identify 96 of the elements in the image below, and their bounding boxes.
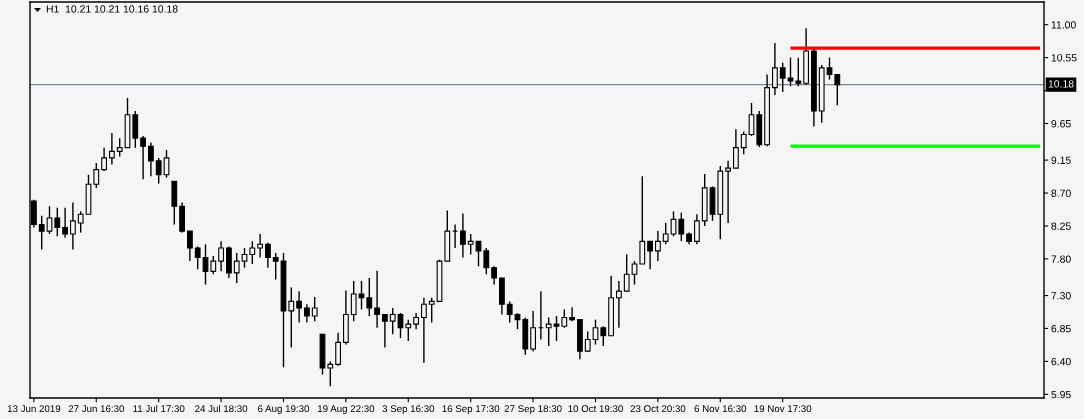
candlestick — [218, 240, 224, 273]
candlestick — [116, 137, 123, 158]
candlestick — [772, 42, 778, 96]
candlestick — [132, 110, 139, 149]
x-tick-label: 19 Nov 17:30 — [754, 405, 812, 413]
x-tick-label: 6 Nov 16:30 — [694, 405, 747, 413]
candlestick — [506, 300, 513, 324]
candlestick — [155, 157, 162, 185]
candlestick — [475, 240, 482, 267]
candlestick — [311, 296, 318, 322]
candlestick — [54, 206, 61, 237]
candlestick — [405, 318, 412, 342]
candlestick — [374, 269, 380, 329]
candlestick — [460, 212, 466, 259]
candlestick — [382, 313, 388, 349]
candlestick — [631, 260, 638, 286]
x-tick-label: 16 Sep 17:30 — [442, 405, 500, 415]
candlestick — [787, 56, 794, 87]
x-tick-label: 10 Oct 19:30 — [568, 405, 623, 413]
candlestick — [662, 222, 669, 245]
y-tick-label: 7.30 — [1051, 292, 1071, 300]
candlestick — [795, 56, 802, 87]
candlestick — [826, 56, 833, 81]
y-tick-label: 11.00 — [1051, 21, 1076, 29]
y-tick-label: 10.55 — [1051, 54, 1077, 62]
candlestick — [389, 307, 396, 336]
candlestick — [421, 297, 427, 364]
y-tick-label: 6.40 — [1051, 357, 1071, 366]
candlestick — [694, 213, 700, 245]
candlestick — [241, 247, 248, 269]
candlestick — [350, 280, 357, 322]
x-tick-label: 24 Jul 18:30 — [195, 404, 248, 413]
candlestick — [296, 290, 302, 324]
candlestick — [77, 210, 84, 234]
candlestick — [148, 141, 154, 177]
x-tick-label: 13 Jun 2019 — [7, 405, 61, 413]
candlestick — [584, 330, 591, 353]
candlestick — [93, 162, 100, 189]
candlestick — [655, 230, 661, 262]
candlestick — [740, 130, 747, 155]
candlestick — [101, 146, 107, 172]
candlestick — [272, 252, 279, 281]
candlestick — [639, 175, 646, 265]
candlestick — [70, 201, 76, 251]
candlestick — [233, 252, 240, 284]
candlestick — [428, 297, 435, 324]
candlestick — [335, 332, 341, 367]
y-tick-label: 6.85 — [1051, 324, 1071, 333]
candlestick — [62, 206, 68, 239]
candlestick — [265, 242, 271, 269]
candlestick — [304, 303, 310, 324]
candlestick — [38, 215, 45, 251]
candlestick — [210, 255, 217, 275]
candlestick — [616, 280, 622, 329]
candlestick — [561, 308, 568, 329]
y-tick-label: 9.15 — [1051, 156, 1071, 164]
candlestick — [725, 160, 731, 224]
candlestick — [109, 132, 115, 166]
candlestick — [600, 325, 607, 347]
candlestick — [647, 240, 653, 270]
candlestick — [46, 205, 53, 235]
y-tick-label: 7.80 — [1051, 255, 1071, 263]
candlestick — [467, 233, 474, 256]
candlestick — [553, 315, 560, 342]
y-tick-label: 8.25 — [1051, 222, 1071, 230]
candlestick — [733, 128, 739, 169]
x-tick-label: 3 Sep 16:30 — [382, 405, 435, 415]
ref-line-label: 10.18 — [1048, 80, 1074, 88]
candlestick — [140, 135, 146, 180]
y-tick-label: 5.95 — [1051, 390, 1071, 399]
candlestick — [545, 316, 552, 347]
candlestick — [187, 230, 193, 262]
candlestick — [358, 280, 365, 311]
y-tick-label: 9.65 — [1051, 120, 1071, 128]
candlestick — [327, 360, 334, 387]
candlestick — [623, 253, 630, 292]
candlestick — [834, 73, 841, 106]
y-tick-label: 8.70 — [1051, 189, 1071, 197]
chart-title: H1 10.21 10.21 10.16 10.18 — [46, 5, 178, 13]
candlestick — [491, 265, 497, 286]
candlestick — [288, 286, 295, 349]
candlestick — [483, 247, 490, 275]
candlestick — [257, 233, 263, 259]
x-tick-label: 23 Oct 20:30 — [630, 405, 686, 413]
candlestick — [678, 212, 685, 243]
candlestick — [249, 240, 256, 265]
x-tick-label: 11 Jul 17:30 — [133, 404, 185, 413]
x-tick-label: 27 Jun 16:30 — [68, 405, 125, 413]
candlestick — [530, 310, 536, 352]
x-tick-label: 27 Sep 18:30 — [504, 405, 562, 415]
x-tick-label: 6 Aug 19:30 — [258, 405, 310, 415]
candlestick — [194, 245, 201, 270]
candlestick — [779, 62, 786, 93]
candlestick — [366, 277, 373, 317]
x-tick-label: 19 Aug 22:30 — [317, 405, 375, 415]
candlestick — [569, 306, 575, 322]
